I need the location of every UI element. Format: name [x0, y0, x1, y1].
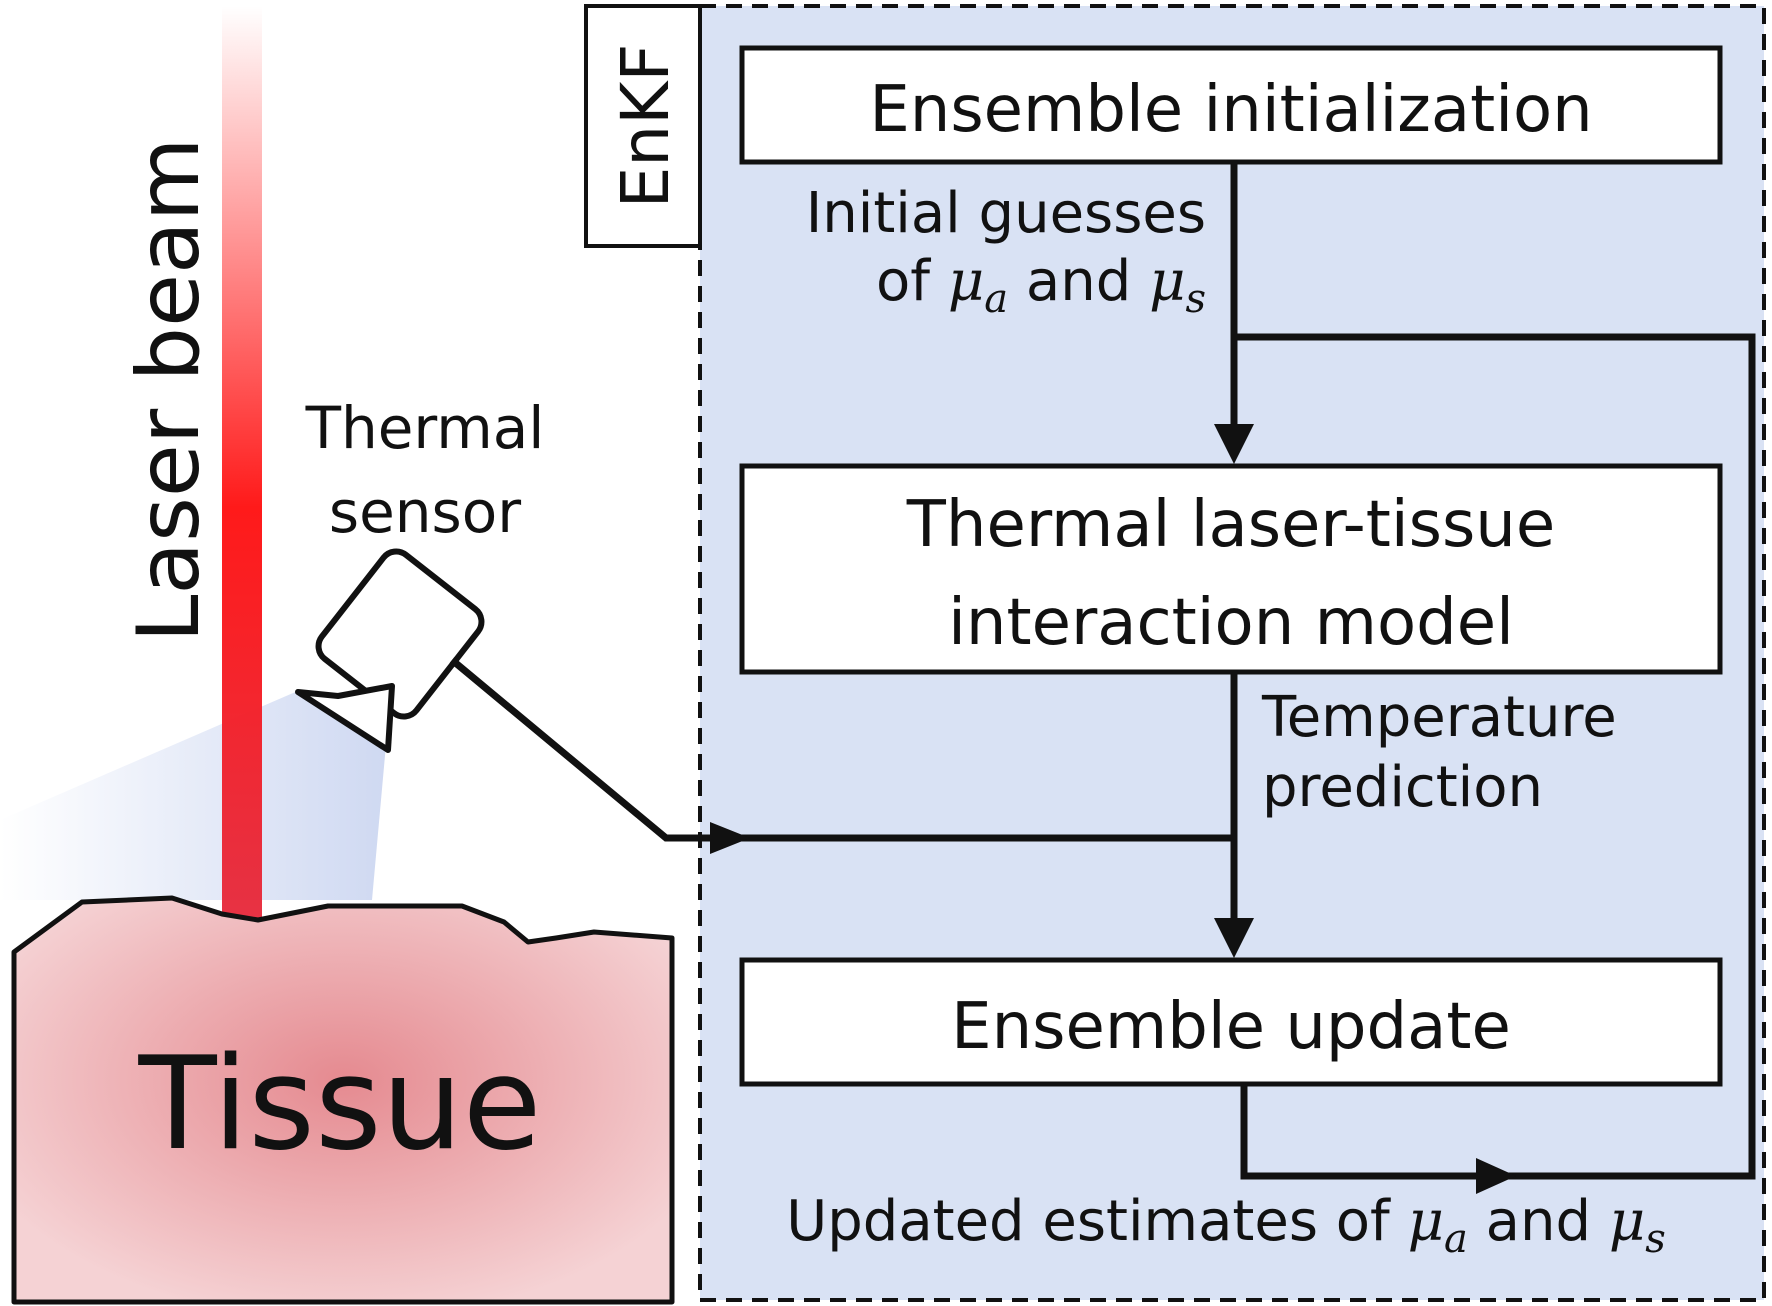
connectors	[449, 162, 1756, 1180]
thermal-sensor-label-line2: sensor	[329, 478, 521, 546]
enkf-label: EnKF	[607, 44, 684, 209]
interaction-model-label-line2: interaction model	[948, 586, 1514, 660]
enkf-tab	[584, 4, 702, 248]
tissue-block	[11, 895, 675, 1305]
arrowhead-to-update	[1214, 918, 1254, 958]
temperature-prediction-label-line1: Temperature	[1261, 685, 1617, 750]
sensor-view-cone	[0, 690, 390, 900]
arrowhead-sensor-input	[710, 822, 750, 854]
tissue-label: Tissue	[137, 1030, 541, 1179]
initial-guesses-label-line1: Initial guesses	[806, 181, 1206, 246]
thermal-sensor-icon	[295, 548, 485, 753]
laser-beam	[222, 6, 262, 918]
updated-estimates-label: Updated estimates of μa and μs	[786, 1189, 1666, 1262]
ensemble-update-label: Ensemble update	[951, 990, 1511, 1064]
arrowhead-feedback	[1476, 1158, 1516, 1194]
ensemble-initialization-box	[739, 45, 1723, 165]
arrowhead-to-model	[1214, 424, 1254, 464]
initial-guesses-label-line2: of μa and μs	[876, 249, 1206, 322]
interaction-model-box	[739, 463, 1723, 675]
thermal-sensor-label-line1: Thermal	[305, 394, 545, 462]
laser-beam-label: Laser beam	[119, 138, 219, 643]
temperature-prediction-label-line2: prediction	[1262, 755, 1543, 820]
ensemble-update-box	[739, 957, 1723, 1087]
sensor-to-flow-line	[449, 657, 1234, 842]
interaction-model-label-line1: Thermal laser-tissue	[906, 488, 1555, 562]
ensemble-initialization-label: Ensemble initialization	[869, 73, 1592, 147]
feedback-loop-line	[1234, 333, 1756, 1180]
